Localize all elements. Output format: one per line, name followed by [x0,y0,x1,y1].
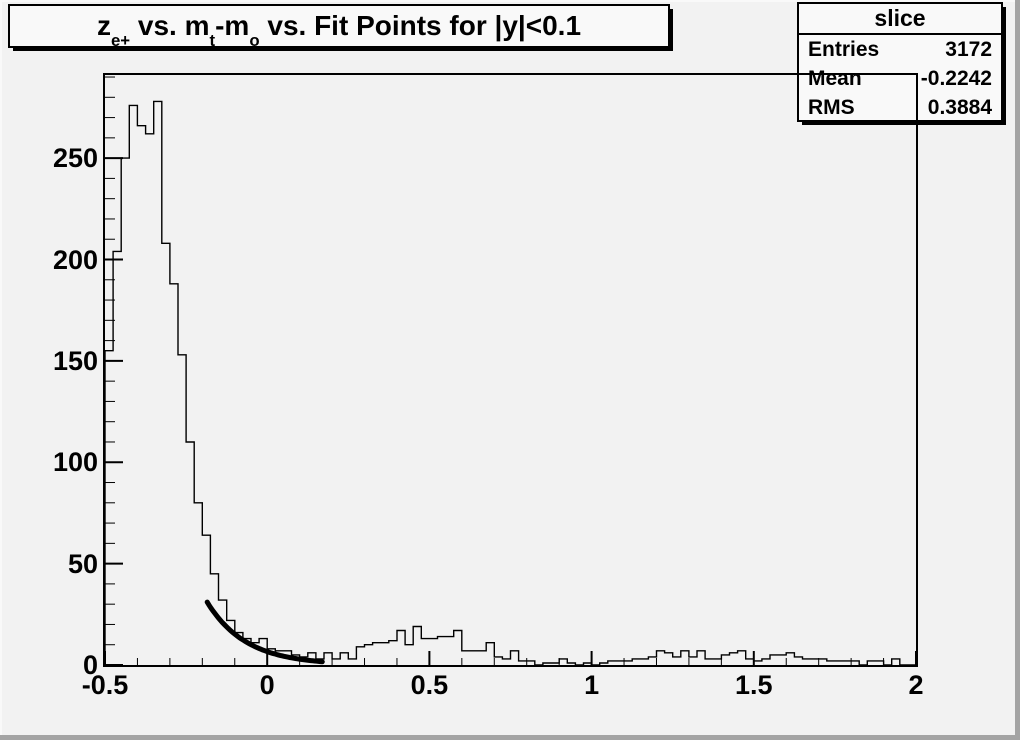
stat-mean-value: -0.2242 [920,67,992,90]
stats-row-mean: Mean -0.2242 [799,64,1001,93]
plot-title: ze+ vs. mt-mo vs. Fit Points for |y|<0.1 [96,10,582,49]
x-axis-tick-label: 0.5 [410,670,449,700]
histogram-svg [105,76,916,665]
y-axis-tick-label: 150 [52,345,98,376]
stats-title: slice [799,4,1001,35]
stats-row-rms: RMS 0.3884 [799,93,1001,122]
stat-rms-value: 0.3884 [927,96,992,119]
stats-row-entries: Entries 3172 [799,35,1001,64]
title-text: vs. m [130,10,210,41]
plot-frame [103,73,918,667]
x-axis-tick-label: 1.5 [735,670,773,700]
stat-entries-value: 3172 [945,38,992,61]
title-text: z [96,10,111,41]
title-box: ze+ vs. mt-mo vs. Fit Points for |y|<0.1 [8,4,670,49]
title-text: vs. Fit Points for |y|<0.1 [259,10,582,41]
y-axis-tick-label: 200 [52,244,98,275]
stat-rms-label: RMS [808,96,855,119]
y-axis-tick-label: 100 [52,447,98,478]
title-text: e+ [110,31,131,51]
x-axis-tick-label: 1 [584,670,600,700]
y-axis-tick-label: 250 [52,143,98,174]
stat-mean-label: Mean [808,67,862,90]
x-axis-tick-label: -0.5 [81,670,129,700]
y-axis-tick-label: 0 [82,650,98,680]
x-axis-tick-label: 0 [259,670,275,700]
x-axis-tick-label: 2 [908,670,924,700]
title-text: -m [215,10,250,41]
y-axis-tick-label: 50 [67,548,98,579]
histogram-series [105,100,916,665]
stat-entries-label: Entries [808,38,880,61]
title-text: t [209,31,216,51]
title-text: o [249,31,260,51]
fit-curve [204,599,325,665]
stats-box: slice Entries 3172 Mean -0.2242 RMS 0.38… [797,2,1003,122]
